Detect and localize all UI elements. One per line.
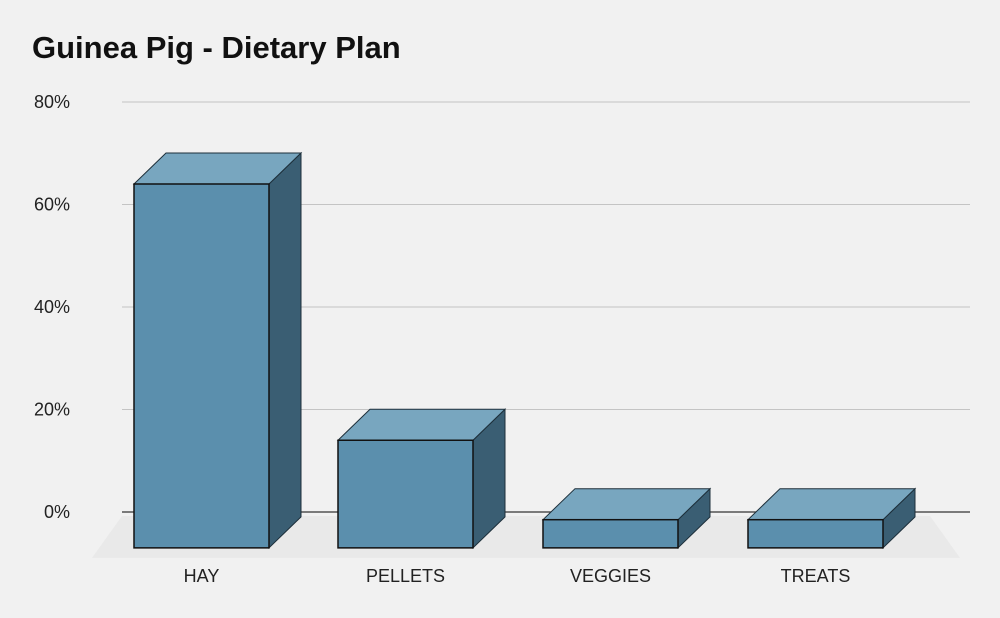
x-category-label: PELLETS [366, 566, 445, 586]
y-tick-label: 80% [34, 92, 70, 112]
y-tick-label: 20% [34, 400, 70, 420]
chart-title: Guinea Pig - Dietary Plan [32, 30, 401, 65]
bar-pellets [337, 439, 474, 549]
y-tick-label: 60% [34, 195, 70, 215]
x-category-label: HAY [184, 566, 220, 586]
bar-veggies [542, 518, 679, 549]
bar-treats [747, 518, 884, 549]
bar-hay [133, 183, 270, 549]
y-tick-label: 40% [34, 297, 70, 317]
y-tick-label: 0% [44, 502, 70, 522]
x-category-label: TREATS [781, 566, 851, 586]
x-category-label: VEGGIES [570, 566, 651, 586]
chart-floor [92, 516, 960, 558]
bar-side [268, 151, 302, 550]
